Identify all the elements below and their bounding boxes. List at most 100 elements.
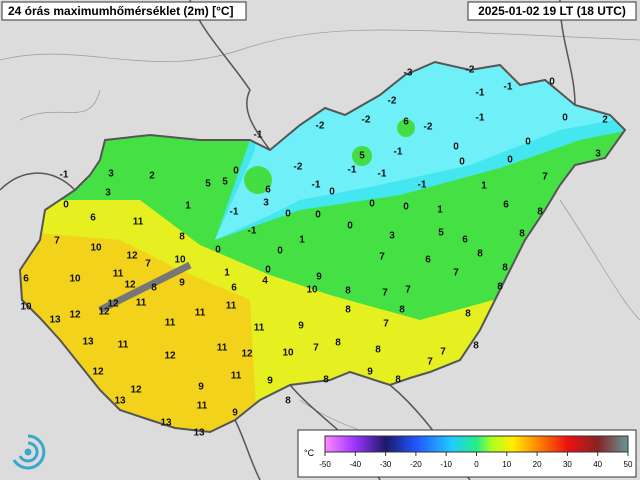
station-value: 11: [118, 340, 129, 351]
station-value: -2: [424, 122, 433, 133]
station-value: 8: [537, 207, 543, 218]
station-value: 0: [265, 265, 271, 276]
station-value: 8: [375, 345, 381, 356]
station-value: 7: [313, 343, 319, 354]
station-value: 0: [459, 157, 465, 168]
station-value: 9: [316, 272, 322, 283]
station-value: 7: [145, 259, 151, 270]
station-value: 12: [130, 385, 142, 396]
station-value: 9: [232, 408, 238, 419]
station-value: 8: [519, 229, 525, 240]
station-value: 7: [382, 288, 388, 299]
station-value: 10: [90, 243, 102, 254]
station-value: 13: [160, 418, 172, 429]
station-value: 9: [198, 382, 204, 393]
colorbar-ticks: -50 -40 -30 -20 -10 0 10 20 30 40 50: [319, 452, 633, 469]
station-value: 7: [379, 252, 385, 263]
station-value: 0: [549, 77, 555, 88]
colorbar-tick-label: -10: [440, 460, 452, 469]
station-value: 7: [383, 319, 389, 330]
title-box: [1, 1, 247, 21]
station-value: 0: [329, 187, 335, 198]
station-value: 9: [367, 367, 373, 378]
station-value: 3: [263, 198, 269, 209]
colorbar-tick-label: 30: [563, 460, 572, 469]
station-value: 10: [306, 285, 318, 296]
colorbar-tick-label: 0: [474, 460, 479, 469]
station-value: 8: [502, 263, 508, 274]
colorbar: [324, 435, 629, 453]
station-value: 8: [335, 338, 341, 349]
station-value: 3: [108, 169, 114, 180]
station-value: 9: [298, 321, 304, 332]
station-value: 13: [193, 428, 205, 439]
station-value: 5: [359, 151, 365, 162]
station-value: 11: [231, 371, 242, 382]
station-value: 0: [347, 221, 353, 232]
colorbar-tick-label: -50: [319, 460, 331, 469]
timestamp: 2025-01-02 19 LT (18 UTC): [478, 4, 626, 18]
station-value: -2: [316, 121, 325, 132]
station-value: 0: [277, 246, 283, 257]
colorbar-tick-label: 40: [593, 460, 602, 469]
station-value: 10: [174, 255, 186, 266]
station-value: -1: [348, 165, 357, 176]
logo: [12, 434, 46, 470]
station-value: -1: [248, 226, 257, 237]
station-value: 4: [262, 276, 268, 287]
colorbar-unit: °C: [304, 448, 315, 458]
station-value: 6: [231, 283, 237, 294]
colorbar-tick-label: -40: [350, 460, 362, 469]
station-value: 1: [481, 181, 487, 192]
station-value: -1: [394, 147, 403, 158]
station-value: 6: [503, 200, 509, 211]
station-value: 8: [497, 282, 503, 293]
station-value: -3: [404, 68, 413, 79]
country-border: [18, 60, 627, 434]
station-value: 13: [114, 396, 126, 407]
station-value: 1: [299, 235, 305, 246]
station-value: 0: [63, 200, 69, 211]
station-value: 8: [399, 305, 405, 316]
station-value: -1: [476, 88, 485, 99]
station-value: 12: [107, 299, 119, 310]
title: 24 órás maximumhőmérséklet (2m) [°C]: [8, 4, 234, 18]
station-value: 0: [233, 166, 239, 177]
station-value: 8: [345, 305, 351, 316]
station-value: 11: [136, 298, 147, 309]
station-value: 13: [49, 315, 61, 326]
station-value: 6: [23, 274, 29, 285]
station-value: 8: [465, 309, 471, 320]
station-value: -2: [294, 162, 303, 173]
station-value: 8: [477, 249, 483, 260]
station-value: -1: [476, 113, 485, 124]
station-value: -2: [466, 65, 475, 76]
station-value: 8: [395, 375, 401, 386]
station-value: 5: [205, 179, 211, 190]
station-value: 0: [403, 202, 409, 213]
station-value: 1: [185, 201, 191, 212]
station-value: 11: [113, 269, 124, 280]
station-value: -1: [504, 82, 513, 93]
colorbar-tick-label: 10: [502, 460, 511, 469]
station-value: 11: [195, 308, 206, 319]
station-value: 11: [217, 343, 228, 354]
station-value: 3: [595, 149, 601, 160]
station-value: 3: [105, 188, 111, 199]
station-value: 0: [215, 245, 221, 256]
station-value: 7: [427, 357, 433, 368]
station-value: 12: [69, 310, 81, 321]
station-value: 1: [437, 205, 443, 216]
station-value: 6: [425, 255, 431, 266]
station-value: 9: [179, 278, 185, 289]
station-value: 7: [54, 236, 60, 247]
station-value: 3: [389, 231, 395, 242]
station-value: 0: [315, 210, 321, 221]
station-value: 5: [438, 228, 444, 239]
station-value: 9: [267, 376, 273, 387]
station-value: 7: [453, 268, 459, 279]
station-value: 12: [241, 349, 253, 360]
station-value: 8: [323, 375, 329, 386]
station-value: 6: [90, 213, 96, 224]
station-value: 12: [164, 351, 176, 362]
